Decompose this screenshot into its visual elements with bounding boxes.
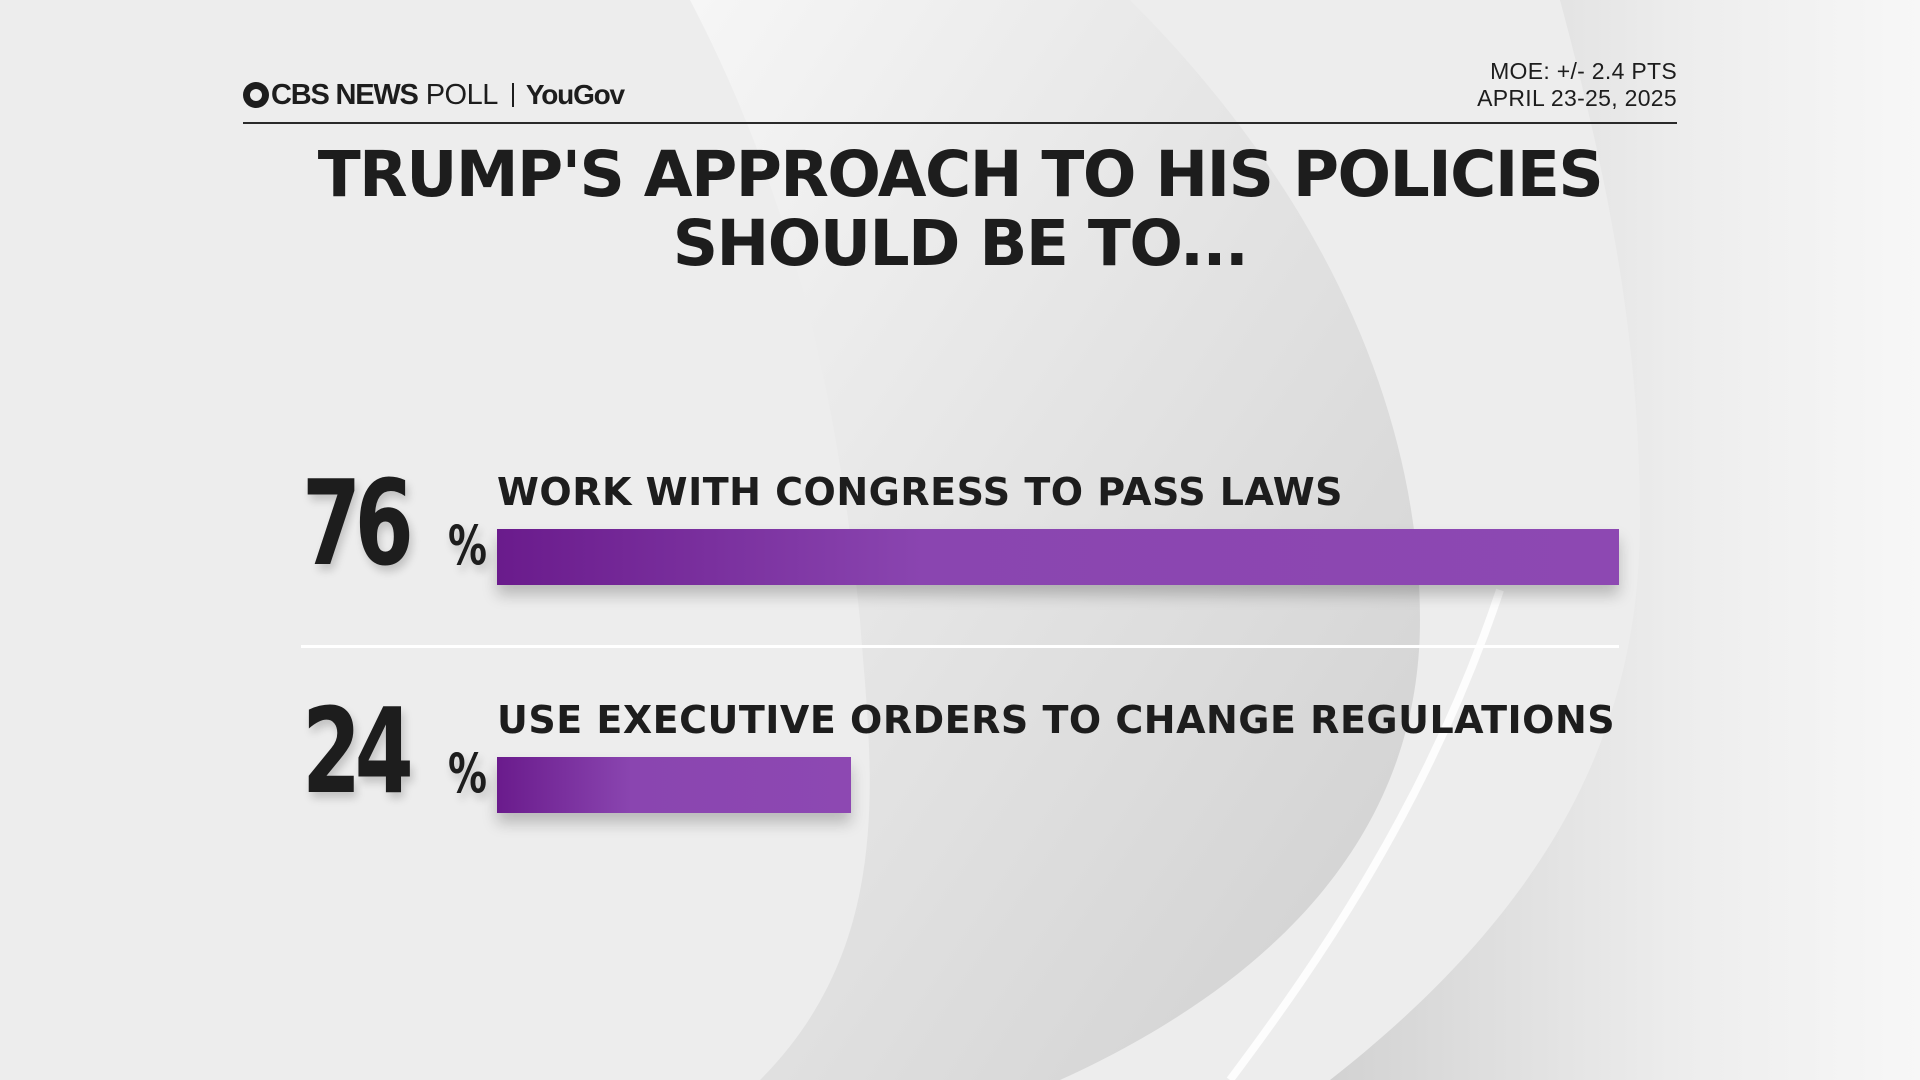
bar-value-number: 76 xyxy=(302,454,414,592)
brand-poll-text: POLL xyxy=(425,78,499,111)
bar-value-unit: % xyxy=(448,514,487,577)
cbs-eye-icon xyxy=(243,82,269,108)
bar xyxy=(497,529,1619,585)
poll-dates: APRIL 23-25, 2025 xyxy=(1477,85,1677,111)
brand-logo: CBS NEWS POLL YouGov xyxy=(243,76,625,114)
brand-separator xyxy=(511,83,514,107)
row-divider xyxy=(301,645,1619,648)
bar-value-label: 76% xyxy=(302,464,499,582)
bar-value-number: 24 xyxy=(302,682,414,820)
bar-category-label: WORK WITH CONGRESS TO PASS LAWS xyxy=(497,470,1344,514)
bar xyxy=(497,757,851,813)
chart-title-line-2: SHOULD BE TO... xyxy=(672,207,1249,280)
brand-partner-text: YouGov xyxy=(525,79,625,110)
bar-value-label: 24% xyxy=(302,692,499,810)
header-rule xyxy=(243,122,1677,124)
poll-meta: MOE: +/- 2.4 PTS APRIL 23-25, 2025 xyxy=(1477,58,1677,112)
bar-category-label: USE EXECUTIVE ORDERS TO CHANGE REGULATIO… xyxy=(497,698,1616,742)
brand-cbs-text: CBS NEWS xyxy=(271,78,419,111)
chart-title-line-1: TRUMP'S APPROACH TO HIS POLICIES xyxy=(317,138,1604,211)
chart-title: TRUMP'S APPROACH TO HIS POLICIES SHOULD … xyxy=(243,140,1677,278)
margin-of-error: MOE: +/- 2.4 PTS xyxy=(1490,58,1677,84)
bar-value-unit: % xyxy=(448,742,487,805)
